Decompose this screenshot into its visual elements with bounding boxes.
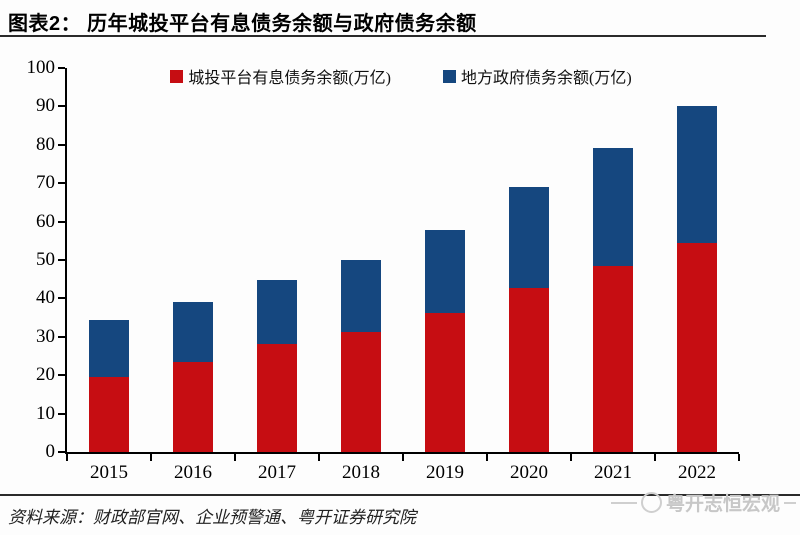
bar-segment: [341, 331, 381, 452]
bar-segment: [257, 279, 297, 345]
y-axis-tick: [58, 143, 65, 146]
y-axis-label: 30: [36, 325, 55, 347]
x-axis-tick: [486, 454, 488, 461]
x-axis-label: 2018: [342, 462, 380, 483]
bar-segment: [677, 106, 717, 243]
plot-area: 0 10 20 30 40 50 60 70 80 90 100 2015 2016 2017 2018 20…: [27, 58, 740, 483]
bar-segment: [509, 187, 549, 288]
y-axis-tick: [58, 182, 65, 185]
y-axis-label: 0: [45, 441, 56, 462]
x-axis-label: 2019: [426, 462, 464, 483]
bar-segment: [677, 242, 717, 452]
chart-legend: 城投平台有息债务余额(万亿) 地方政府债务余额(万亿): [65, 64, 737, 88]
title-divider: [0, 35, 766, 37]
bar-segment: [593, 265, 633, 452]
y-axis-tick: [58, 451, 65, 453]
y-axis-label: 10: [36, 402, 55, 424]
bar-segment: [509, 287, 549, 452]
legend-swatch-icon: [443, 69, 456, 83]
y-axis-label: 80: [36, 133, 55, 155]
y-axis-tick: [58, 374, 65, 377]
x-axis-label: 2021: [594, 462, 632, 483]
x-axis-label: 2020: [510, 462, 548, 483]
x-axis-tick: [402, 454, 404, 461]
y-axis-tick: [58, 220, 65, 223]
x-axis-label: 2016: [174, 462, 212, 483]
x-axis-label: 2017: [258, 462, 296, 483]
x-axis-tick: [150, 454, 152, 461]
x-axis-label: 2022: [678, 462, 716, 483]
x-axis-tick: [654, 454, 656, 461]
y-axis-tick: [58, 105, 65, 108]
y-axis-label: 20: [36, 364, 55, 386]
y-axis-tick: [58, 297, 65, 300]
source-note: 资料来源：财政部官网、企业预警通、粤开证券研究院: [8, 508, 416, 527]
y-axis-label: 90: [36, 95, 55, 117]
x-axis-tick: [738, 454, 740, 461]
bar-segment: [341, 260, 381, 332]
bar-segment: [425, 230, 465, 313]
legend-label: 城投平台有息债务余额(万亿): [188, 70, 391, 87]
watermark-text: 粤开志恒宏观: [665, 494, 780, 515]
bar-segment: [257, 344, 297, 452]
y-axis-label: 70: [36, 172, 55, 194]
watermark-line-left: [610, 501, 637, 504]
chart-title: 图表2： 历年城投平台有息债务余额与政府债务余额: [8, 13, 477, 35]
bar-segment: [593, 147, 633, 266]
legend-swatch-icon: [170, 69, 184, 83]
legend-label: 地方政府债务余额(万亿): [461, 70, 632, 87]
bar-segment: [173, 302, 213, 362]
x-axis-tick: [234, 454, 236, 461]
bar-segment: [89, 319, 129, 378]
watermark-line-right: [784, 501, 796, 504]
y-axis-label: 100: [26, 57, 56, 78]
bar-segment: [89, 377, 129, 452]
y-axis-label: 50: [36, 249, 55, 270]
y-axis-tick: [58, 259, 65, 261]
y-axis-tick: [58, 412, 65, 415]
watermark-logo-icon: [640, 492, 662, 513]
y-axis-label: 40: [36, 287, 55, 309]
x-axis-tick: [66, 454, 68, 461]
y-axis-tick: [58, 67, 65, 69]
x-axis-tick: [318, 454, 320, 461]
bar-segment: [173, 361, 213, 452]
watermark: 粤开志恒宏观: [610, 489, 796, 516]
legend-item: 城投平台有息债务余额(万亿): [170, 64, 391, 88]
legend-item: 地方政府债务余额(万亿): [443, 64, 632, 88]
bar-segment: [425, 313, 465, 452]
x-axis-label: 2015: [90, 462, 128, 483]
y-axis-tick: [58, 335, 65, 338]
footer-divider: [0, 494, 800, 496]
y-axis-label: 60: [36, 210, 55, 232]
x-axis-tick: [570, 454, 572, 461]
